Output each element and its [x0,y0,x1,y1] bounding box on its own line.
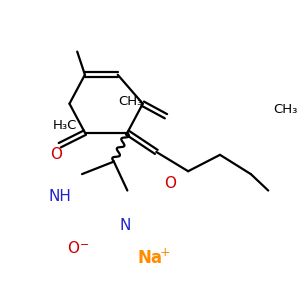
Text: NH: NH [48,189,71,204]
Text: CH₃: CH₃ [273,103,297,116]
Text: CH₃: CH₃ [118,95,142,108]
Text: O: O [67,241,79,256]
Text: O: O [50,147,62,162]
Text: −: − [80,240,90,250]
Text: +: + [160,246,170,259]
Text: O: O [164,176,176,191]
Text: H₃C: H₃C [52,119,77,132]
Text: Na: Na [137,249,162,267]
Text: N: N [120,218,131,233]
